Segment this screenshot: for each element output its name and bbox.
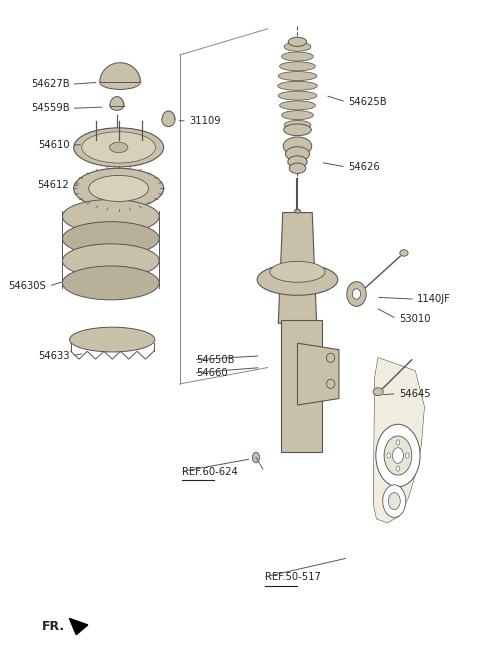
Ellipse shape	[74, 168, 164, 209]
Text: 54645: 54645	[399, 389, 431, 399]
Ellipse shape	[284, 42, 311, 51]
Ellipse shape	[70, 327, 155, 352]
Text: 31109: 31109	[189, 116, 221, 126]
Text: FR.: FR.	[42, 620, 65, 633]
Text: 54630S: 54630S	[9, 281, 46, 291]
Polygon shape	[69, 618, 88, 635]
Polygon shape	[298, 343, 339, 405]
Ellipse shape	[283, 137, 312, 155]
Text: 54627B: 54627B	[31, 79, 69, 89]
Ellipse shape	[284, 124, 312, 136]
Ellipse shape	[162, 114, 175, 127]
Circle shape	[393, 447, 404, 463]
Ellipse shape	[282, 110, 313, 120]
Polygon shape	[278, 213, 317, 323]
Ellipse shape	[286, 147, 310, 161]
Text: 1140JF: 1140JF	[417, 294, 451, 304]
Ellipse shape	[277, 81, 317, 90]
Ellipse shape	[326, 379, 335, 388]
Circle shape	[396, 466, 400, 471]
Text: 54633: 54633	[38, 351, 69, 361]
Ellipse shape	[89, 175, 149, 202]
Ellipse shape	[62, 266, 159, 300]
Ellipse shape	[284, 120, 311, 129]
Circle shape	[396, 440, 400, 445]
Ellipse shape	[326, 353, 335, 363]
Text: 53010: 53010	[399, 314, 431, 324]
Ellipse shape	[82, 132, 156, 163]
Text: 54625B: 54625B	[348, 97, 387, 107]
Ellipse shape	[252, 452, 260, 463]
Text: REF.50-517: REF.50-517	[265, 572, 321, 582]
Text: 54650B: 54650B	[196, 355, 235, 365]
Polygon shape	[373, 358, 424, 522]
Ellipse shape	[100, 75, 140, 89]
Circle shape	[405, 453, 409, 458]
Ellipse shape	[257, 264, 338, 295]
Circle shape	[388, 493, 400, 510]
Ellipse shape	[352, 289, 360, 299]
Text: 54626: 54626	[348, 162, 380, 172]
Ellipse shape	[110, 101, 124, 110]
Circle shape	[384, 436, 412, 475]
Text: REF.60-624: REF.60-624	[182, 467, 238, 477]
Circle shape	[387, 453, 391, 458]
Ellipse shape	[62, 221, 159, 256]
Ellipse shape	[347, 282, 366, 306]
Circle shape	[376, 424, 420, 487]
Text: 54660: 54660	[196, 368, 228, 378]
Ellipse shape	[62, 244, 159, 278]
Ellipse shape	[288, 156, 307, 168]
Ellipse shape	[288, 37, 307, 47]
Ellipse shape	[279, 101, 315, 110]
Ellipse shape	[74, 128, 164, 167]
Ellipse shape	[282, 52, 313, 61]
Circle shape	[383, 485, 406, 518]
Text: 54559B: 54559B	[31, 103, 69, 113]
Text: 54612: 54612	[37, 180, 69, 190]
Ellipse shape	[278, 72, 317, 81]
Ellipse shape	[289, 163, 306, 173]
Ellipse shape	[294, 210, 300, 213]
Ellipse shape	[278, 91, 317, 100]
Ellipse shape	[400, 250, 408, 256]
Ellipse shape	[62, 200, 159, 233]
Ellipse shape	[270, 261, 325, 283]
Ellipse shape	[373, 388, 383, 396]
Polygon shape	[280, 320, 322, 452]
Ellipse shape	[109, 142, 128, 152]
Ellipse shape	[279, 62, 315, 71]
Text: 54610: 54610	[38, 140, 69, 150]
